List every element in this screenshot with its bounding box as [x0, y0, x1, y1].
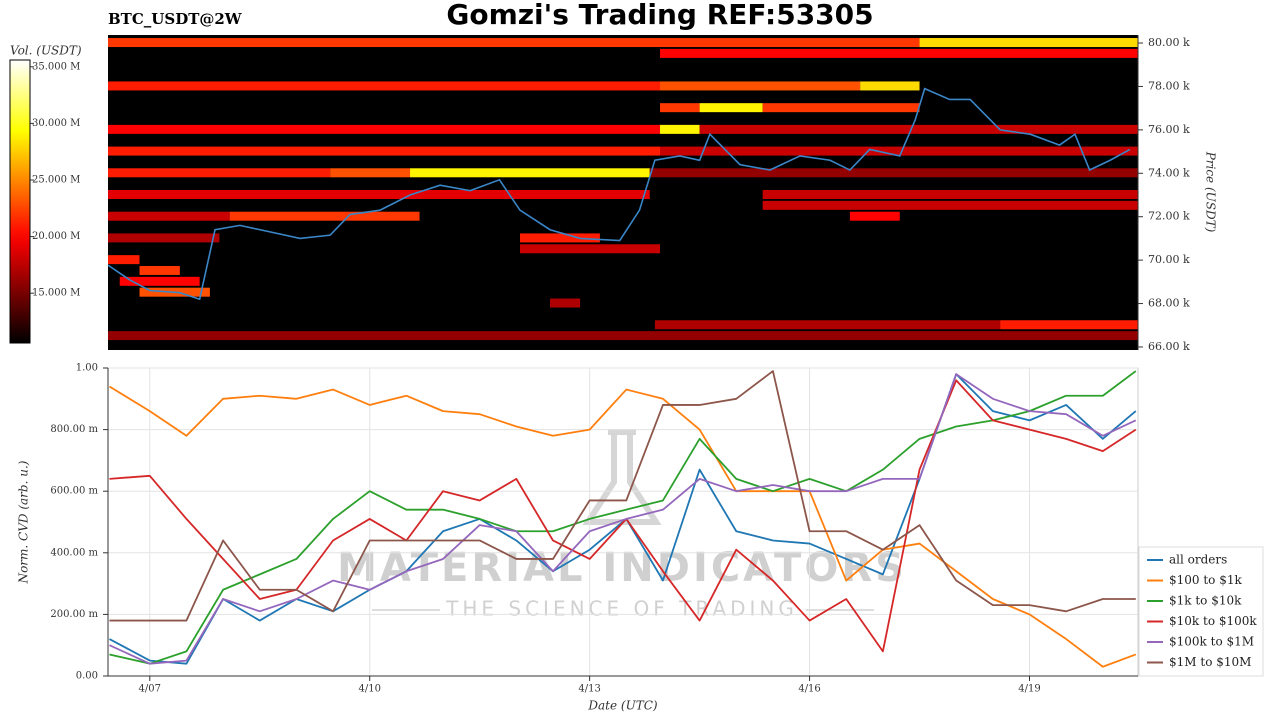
y-tick-label: 66.00 k: [1148, 340, 1190, 353]
heat-cell: [410, 168, 650, 178]
colorbar-tick-label: 30.000 M: [32, 118, 80, 129]
y-tick-label: 800.00 m: [50, 424, 98, 435]
heat-cell: [649, 168, 1138, 178]
y-tick-label: 1.00: [76, 363, 98, 374]
x-tick-label: 4/19: [1018, 684, 1040, 695]
y-tick-label: 78.00 k: [1148, 79, 1190, 92]
heat-cell: [108, 81, 661, 91]
y-axis-label: Price (USDT): [1204, 151, 1218, 233]
heat-cell: [108, 189, 650, 199]
legend-label: $10k to $100k: [1169, 614, 1257, 628]
heat-cell: [660, 146, 1138, 156]
heat-cell: [762, 189, 1138, 199]
heat-cell: [108, 331, 1138, 341]
heat-cell: [108, 211, 230, 221]
x-tick-label: 4/16: [798, 684, 820, 695]
legend-item: $10k to $100k: [1147, 614, 1257, 628]
y-tick-label: 70.00 k: [1148, 253, 1190, 266]
heat-cell: [1000, 320, 1138, 330]
heat-cell: [520, 233, 600, 243]
legend-label: $100k to $1M: [1169, 635, 1254, 649]
heat-cell: [762, 103, 920, 113]
heat-cell: [660, 48, 1138, 58]
watermark-title: MATERIAL INDICATORS: [337, 545, 907, 591]
legend-box: [1138, 546, 1264, 677]
y-tick-label: 400.00 m: [50, 547, 98, 558]
series-line: [109, 370, 1136, 622]
watermark-tagline: THE SCIENCE OF TRADING: [445, 597, 798, 621]
heat-cell: [550, 298, 581, 308]
y-tick-label: 76.00 k: [1148, 123, 1190, 136]
y-tick-label: 200.00 m: [50, 609, 98, 620]
heat-cell: [919, 38, 1138, 48]
chart-title: Gomzi's Trading REF:53305: [446, 0, 873, 31]
colorbar-label: Vol. (USDT): [10, 44, 82, 58]
y-tick-label: 0.00: [76, 671, 98, 682]
colorbar-tick-label: 25.000 M: [32, 174, 80, 185]
heat-cell: [330, 168, 411, 178]
heat-cell: [119, 276, 200, 286]
colorbar: [9, 59, 31, 344]
y-tick-label: 80.00 k: [1148, 36, 1190, 49]
heat-cell: [108, 146, 661, 156]
legend-item: $100k to $1M: [1147, 635, 1254, 649]
heat-cell: [520, 244, 661, 254]
price-line: [107, 87, 1131, 301]
heat-cell: [660, 81, 861, 91]
legend-item: $1k to $10k: [1147, 594, 1242, 608]
heat-cell: [108, 255, 140, 265]
heat-cell: [229, 211, 420, 221]
colorbar-tick-label: 15.000 M: [32, 288, 80, 299]
heat-cell: [849, 211, 900, 221]
legend-item: all orders: [1147, 553, 1227, 567]
heat-cell: [660, 124, 700, 134]
x-tick-label: 4/13: [578, 684, 600, 695]
heat-cell: [654, 320, 1001, 330]
y-tick-label: 600.00 m: [50, 486, 98, 497]
heat-cell: [108, 168, 331, 178]
legend-label: all orders: [1169, 553, 1227, 567]
y-axis-label: Norm. CVD (arb. u.): [17, 460, 31, 584]
legend: all orders $100 to $1k $1k to $10k $10k to …: [1138, 546, 1264, 677]
heat-cell: [660, 103, 700, 113]
colorbar-tick-label: 35.000 M: [32, 61, 80, 72]
heat-cell: [860, 81, 920, 91]
symbol: BTC_USDT@2W: [108, 10, 243, 28]
series-line: [109, 373, 1137, 665]
y-tick-label: 74.00 k: [1148, 166, 1190, 179]
heat-cell: [699, 103, 763, 113]
heat-cell: [108, 38, 920, 48]
heat-cell: [699, 124, 1138, 134]
legend-label: $1M to $10M: [1169, 655, 1251, 669]
y-tick-label: 68.00 k: [1148, 297, 1190, 310]
legend-label: $1k to $10k: [1169, 594, 1242, 608]
legend-label: $100 to $1k: [1169, 573, 1242, 587]
x-axis-label: Date (UTC): [587, 699, 657, 713]
legend-item: $1M to $10M: [1147, 655, 1251, 669]
legend-item: $100 to $1k: [1147, 573, 1242, 587]
x-tick-label: 4/10: [358, 684, 380, 695]
colorbar-tick-label: 20.000 M: [32, 231, 80, 242]
heat-cell: [108, 233, 220, 243]
heat-cell: [762, 200, 1138, 210]
series-line: [108, 385, 1137, 668]
heat-cell: [108, 124, 661, 134]
series-line: [109, 370, 1137, 665]
x-tick-label: 4/07: [139, 684, 161, 695]
heat-cell: [139, 265, 180, 275]
y-tick-label: 72.00 k: [1148, 210, 1190, 223]
